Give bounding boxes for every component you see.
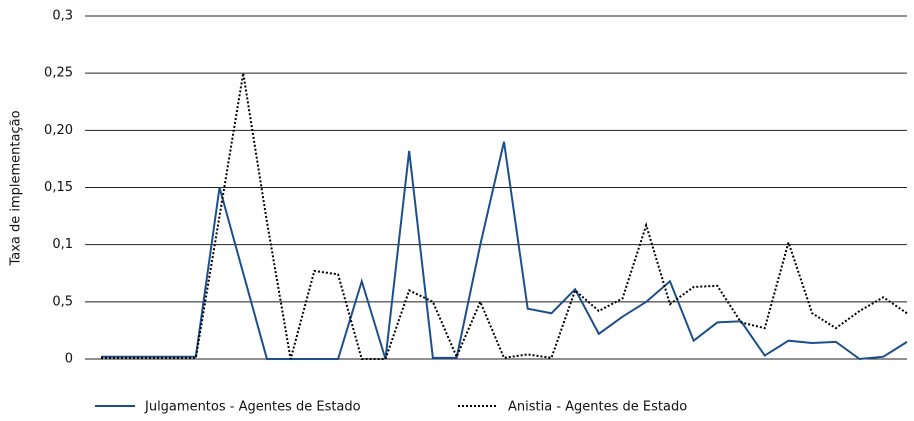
y-tick-label: 0 (65, 352, 73, 367)
y-tick-label: 0,3 (52, 9, 73, 24)
y-axis-label: Taxa de implementação (9, 110, 24, 266)
y-tick-label: 0,20 (44, 123, 73, 138)
y-tick-label: 0,5 (52, 294, 73, 309)
y-tick-label: 0,15 (44, 180, 73, 195)
y-tick-label: 0,1 (52, 237, 73, 252)
series-line (101, 73, 908, 360)
legend-label: Anistia - Agentes de Estado (508, 400, 687, 415)
y-tick-label: 0,25 (44, 66, 73, 81)
legend-label: Julgamentos - Agentes de Estado (144, 400, 361, 415)
series-line (101, 141, 908, 361)
